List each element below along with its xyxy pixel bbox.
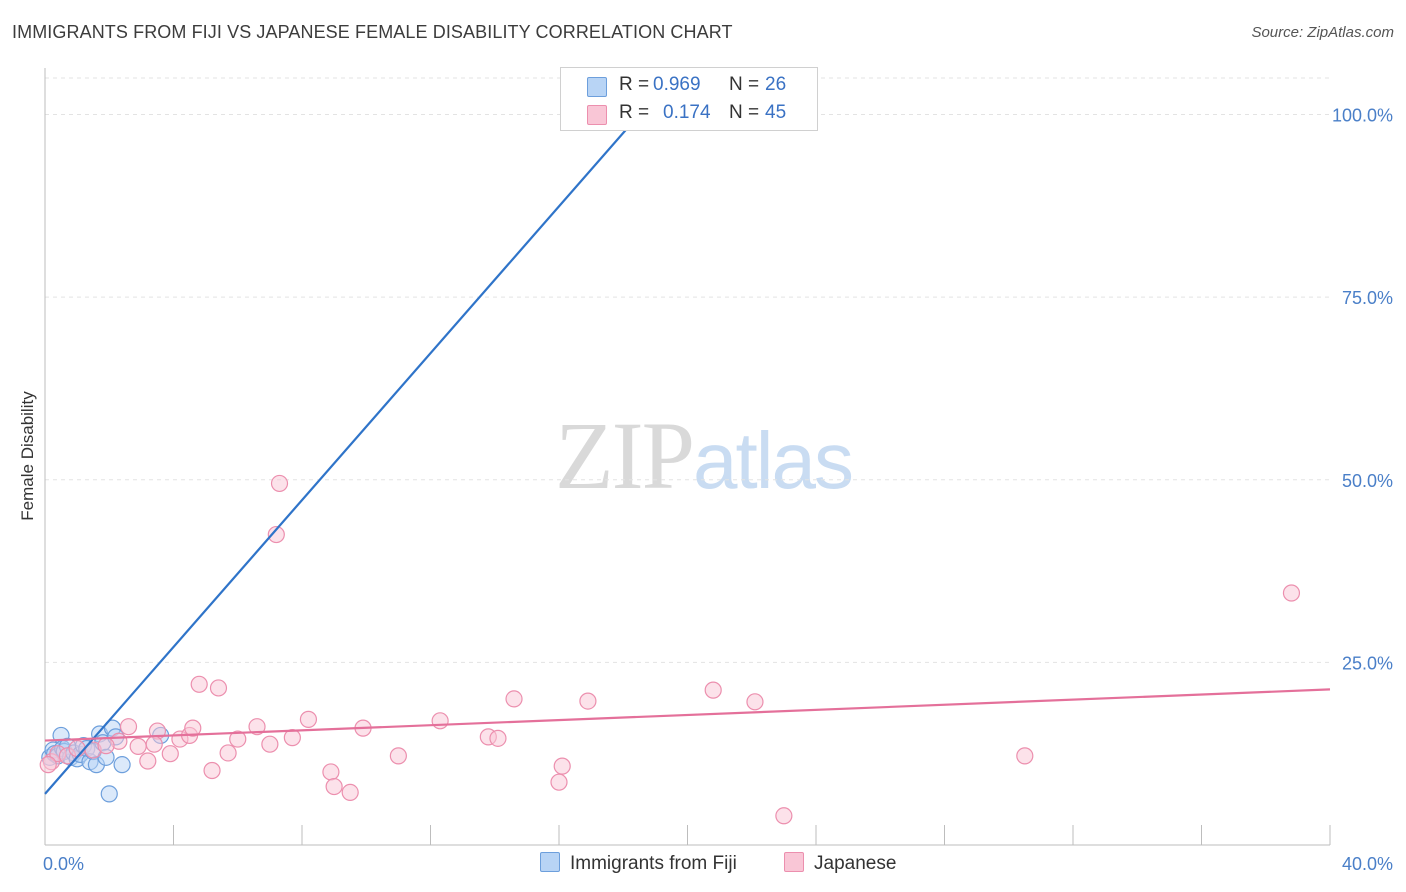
japanese-point: [68, 739, 86, 758]
japanese-point: [746, 693, 764, 711]
japanese-point: [161, 745, 179, 763]
japanese-point: [1016, 747, 1034, 765]
japanese-point: [505, 690, 523, 708]
watermark-atlas: atlas: [693, 416, 854, 505]
stats-legend: R = 0.969 N = 26 R = 0.174 N = 45: [560, 67, 818, 131]
japanese-point: [389, 747, 407, 765]
legend-n-value: 26: [765, 74, 787, 95]
axis-layer: [44, 68, 1331, 846]
japanese-point: [270, 474, 289, 493]
japanese-point: [325, 777, 343, 796]
legend-n-label: N =: [729, 102, 760, 123]
japanese-point: [550, 773, 568, 791]
japanese-point: [248, 718, 266, 736]
japanese-point: [704, 681, 722, 699]
fiji-point: [113, 756, 131, 774]
japanese-point: [39, 756, 57, 774]
japanese-point: [553, 757, 571, 775]
points-layer: [39, 105, 1301, 825]
bottom-legend-label-japanese: Japanese: [814, 853, 897, 874]
bottom-legend-japanese: Japanese: [784, 852, 896, 875]
bottom-legend-label-fiji: Immigrants from Fiji: [570, 853, 737, 874]
japanese-point: [119, 718, 138, 736]
x-tick-label: 0.0%: [43, 854, 84, 874]
y-tick-label: 75.0%: [1342, 288, 1393, 308]
source-label: Source: ZipAtlas.com: [1251, 24, 1394, 41]
legend-r-label: R =: [619, 74, 650, 95]
bottom-legend-swatch-fiji: [540, 852, 560, 872]
japanese-trend-line: [44, 688, 1331, 742]
japanese-point: [431, 712, 449, 730]
japanese-point: [139, 752, 157, 770]
tick-label-layer: 25.0% 50.0% 75.0% 100.0% 0.0% 40.0%: [43, 106, 1393, 874]
japanese-point: [97, 737, 115, 755]
trend-layer: [44, 113, 1331, 795]
fiji-point: [100, 785, 118, 803]
japanese-point: [322, 763, 340, 781]
legend-n-value: 45: [765, 102, 787, 123]
japanese-point: [489, 729, 507, 747]
legend-swatch-japanese: [587, 105, 607, 125]
japanese-point: [341, 783, 359, 802]
y-tick-label: 25.0%: [1342, 653, 1393, 673]
japanese-point: [145, 735, 163, 753]
chart-title: IMMIGRANTS FROM FIJI VS JAPANESE FEMALE …: [12, 22, 733, 42]
legend-r-value: 0.174: [663, 102, 711, 123]
legend-swatch-fiji: [587, 77, 607, 97]
japanese-point: [579, 692, 597, 710]
japanese-point: [267, 525, 285, 544]
bottom-legend-fiji: Immigrants from Fiji: [540, 852, 737, 875]
japanese-point: [129, 737, 147, 755]
legend-r-value: 0.969: [653, 74, 701, 95]
japanese-point: [219, 744, 237, 762]
japanese-point: [1282, 584, 1301, 602]
japanese-point: [209, 679, 228, 697]
watermark: ZIPatlas: [555, 400, 854, 511]
japanese-point: [203, 761, 221, 780]
watermark-zip: ZIP: [555, 402, 695, 509]
japanese-point: [190, 675, 208, 693]
legend-r-label: R =: [619, 102, 650, 123]
bottom-legend-swatch-japanese: [784, 852, 804, 872]
fiji-trend-line: [44, 113, 641, 795]
x-tick-label: 40.0%: [1342, 854, 1393, 874]
japanese-point: [299, 710, 318, 728]
japanese-point: [229, 730, 247, 748]
y-tick-label: 50.0%: [1342, 471, 1393, 491]
japanese-point: [184, 719, 202, 737]
japanese-point: [261, 735, 279, 753]
legend-n-label: N =: [729, 74, 760, 95]
y-tick-label: 100.0%: [1332, 106, 1393, 126]
japanese-point: [775, 807, 793, 825]
